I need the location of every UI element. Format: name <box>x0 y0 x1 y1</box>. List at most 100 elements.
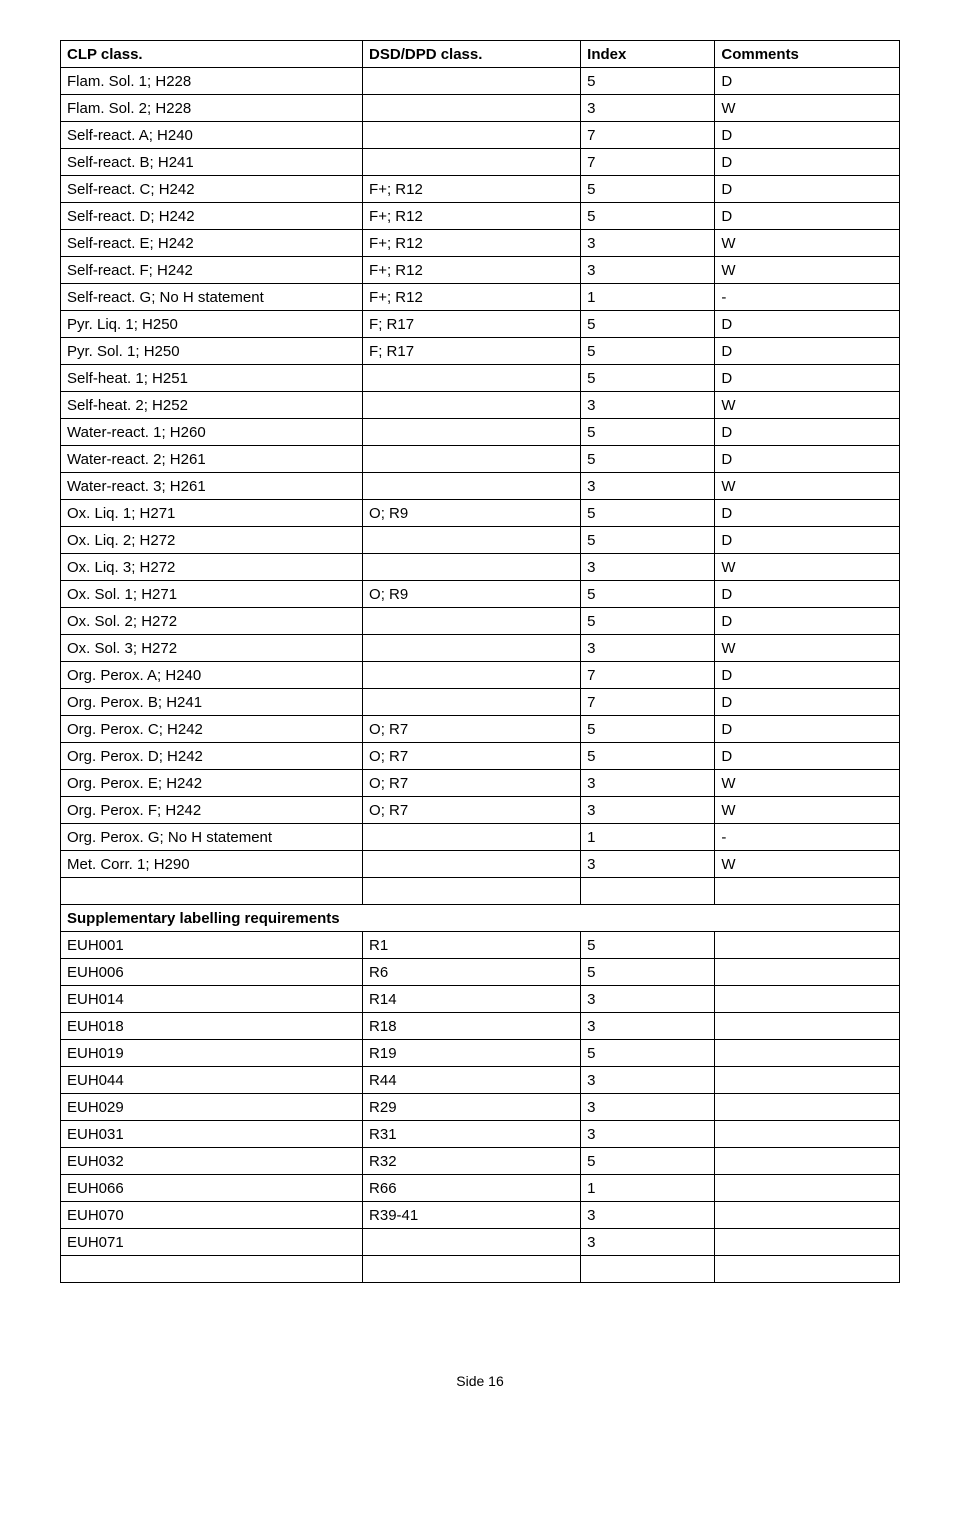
cell: O; R9 <box>363 581 581 608</box>
cell: D <box>715 149 900 176</box>
cell: 3 <box>581 230 715 257</box>
cell: Org. Perox. A; H240 <box>61 662 363 689</box>
cell: Org. Perox. F; H242 <box>61 797 363 824</box>
cell: Self-react. A; H240 <box>61 122 363 149</box>
table-row: Org. Perox. D; H242O; R75D <box>61 743 900 770</box>
cell: Pyr. Sol. 1; H250 <box>61 338 363 365</box>
cell: 5 <box>581 176 715 203</box>
cell: D <box>715 68 900 95</box>
cell: 3 <box>581 95 715 122</box>
cell <box>363 392 581 419</box>
cell: F; R17 <box>363 311 581 338</box>
cell: Ox. Sol. 2; H272 <box>61 608 363 635</box>
table-row: Ox. Liq. 1; H271O; R95D <box>61 500 900 527</box>
cell: 3 <box>581 1013 715 1040</box>
cell: EUH014 <box>61 986 363 1013</box>
table-row: Flam. Sol. 1; H2285D <box>61 68 900 95</box>
cell: R1 <box>363 932 581 959</box>
cell: 1 <box>581 1175 715 1202</box>
cell: 5 <box>581 932 715 959</box>
cell <box>363 851 581 878</box>
cell: Met. Corr. 1; H290 <box>61 851 363 878</box>
cell: R32 <box>363 1148 581 1175</box>
section-header: Supplementary labelling requirements <box>61 905 900 932</box>
cell: 5 <box>581 1148 715 1175</box>
table-row: EUH014R143 <box>61 986 900 1013</box>
cell: Ox. Liq. 1; H271 <box>61 500 363 527</box>
cell: D <box>715 716 900 743</box>
cell: EUH066 <box>61 1175 363 1202</box>
cell: Self-react. F; H242 <box>61 257 363 284</box>
cell <box>715 878 900 905</box>
cell: Ox. Liq. 3; H272 <box>61 554 363 581</box>
cell: EUH018 <box>61 1013 363 1040</box>
cell <box>715 1121 900 1148</box>
cell <box>581 878 715 905</box>
cell: 1 <box>581 284 715 311</box>
cell: F; R17 <box>363 338 581 365</box>
cell: Org. Perox. C; H242 <box>61 716 363 743</box>
cell: 3 <box>581 1202 715 1229</box>
table-row: Pyr. Liq. 1; H250F; R175D <box>61 311 900 338</box>
cell: O; R7 <box>363 770 581 797</box>
table-row: Self-react. G; No H statementF+; R121- <box>61 284 900 311</box>
cell: Self-react. C; H242 <box>61 176 363 203</box>
cell: D <box>715 203 900 230</box>
cell <box>363 419 581 446</box>
cell: O; R7 <box>363 797 581 824</box>
table-row: Self-react. F; H242F+; R123W <box>61 257 900 284</box>
cell: D <box>715 446 900 473</box>
cell: 3 <box>581 473 715 500</box>
cell: F+; R12 <box>363 230 581 257</box>
cell: Self-react. G; No H statement <box>61 284 363 311</box>
table-row: EUH018R183 <box>61 1013 900 1040</box>
cell <box>363 365 581 392</box>
cell: 5 <box>581 419 715 446</box>
cell: 3 <box>581 797 715 824</box>
cell <box>715 1229 900 1256</box>
cell: EUH032 <box>61 1148 363 1175</box>
table-row: Self-react. E; H242F+; R123W <box>61 230 900 257</box>
cell: R14 <box>363 986 581 1013</box>
cell: W <box>715 230 900 257</box>
cell: 5 <box>581 581 715 608</box>
table-row: Ox. Sol. 1; H271O; R95D <box>61 581 900 608</box>
cell <box>715 1067 900 1094</box>
cell <box>581 1256 715 1283</box>
cell: Water-react. 3; H261 <box>61 473 363 500</box>
cell: O; R7 <box>363 716 581 743</box>
cell: Self-react. E; H242 <box>61 230 363 257</box>
table-row: Water-react. 3; H2613W <box>61 473 900 500</box>
cell: Self-heat. 2; H252 <box>61 392 363 419</box>
cell: W <box>715 392 900 419</box>
cell: W <box>715 797 900 824</box>
cell: 7 <box>581 149 715 176</box>
col-dsd: DSD/DPD class. <box>363 41 581 68</box>
cell: 5 <box>581 743 715 770</box>
cell <box>363 635 581 662</box>
cell <box>363 1229 581 1256</box>
table-row <box>61 1256 900 1283</box>
cell: F+; R12 <box>363 176 581 203</box>
cell <box>363 446 581 473</box>
cell: 3 <box>581 1067 715 1094</box>
cell: Org. Perox. B; H241 <box>61 689 363 716</box>
cell: Org. Perox. G; No H statement <box>61 824 363 851</box>
cell: F+; R12 <box>363 257 581 284</box>
cell: - <box>715 824 900 851</box>
cell: EUH019 <box>61 1040 363 1067</box>
cell: EUH029 <box>61 1094 363 1121</box>
cell: R19 <box>363 1040 581 1067</box>
cell <box>363 527 581 554</box>
cell: EUH071 <box>61 1229 363 1256</box>
table-row: EUH0713 <box>61 1229 900 1256</box>
cell: D <box>715 662 900 689</box>
cell: Ox. Liq. 2; H272 <box>61 527 363 554</box>
cell: R44 <box>363 1067 581 1094</box>
cell: D <box>715 689 900 716</box>
cell: O; R9 <box>363 500 581 527</box>
cell: R6 <box>363 959 581 986</box>
table-row: EUH001R15 <box>61 932 900 959</box>
table-row: Org. Perox. G; No H statement1- <box>61 824 900 851</box>
cell: Org. Perox. E; H242 <box>61 770 363 797</box>
